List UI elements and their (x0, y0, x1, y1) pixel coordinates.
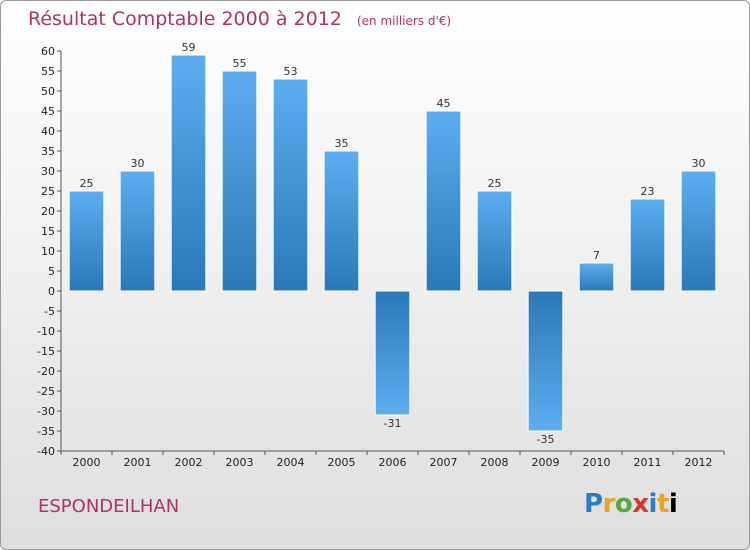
logo-letter: r (602, 489, 616, 519)
y-tick-label: 35 (41, 145, 55, 158)
logo-letter: t (656, 489, 669, 519)
bar (680, 170, 717, 292)
bar-value-label: 55 (233, 57, 247, 70)
x-tick-label: 2000 (73, 456, 101, 469)
x-tick-label: 2010 (583, 456, 611, 469)
bar (374, 290, 411, 416)
y-tick-label: 5 (48, 265, 55, 278)
x-tick-label: 2012 (685, 456, 713, 469)
logo-letter: i (648, 489, 658, 519)
x-tick-label: 2004 (277, 456, 305, 469)
y-tick-label: 20 (41, 205, 55, 218)
bar (68, 190, 105, 292)
y-tick-label: 15 (41, 225, 55, 238)
bar (476, 190, 513, 292)
logo-letter: P (584, 489, 603, 519)
x-tick-label: 2001 (124, 456, 152, 469)
y-tick-label: -30 (37, 405, 55, 418)
y-tick-label: -35 (37, 425, 55, 438)
y-tick-label: 25 (41, 185, 55, 198)
bar-value-label: 30 (131, 157, 145, 170)
y-tick-label: -5 (44, 305, 55, 318)
y-tick-label: 55 (41, 65, 55, 78)
x-tick-label: 2009 (532, 456, 560, 469)
y-tick-label: 40 (41, 125, 55, 138)
bar-value-label: 45 (437, 97, 451, 110)
bar-value-label: 23 (641, 185, 655, 198)
bar-value-label: 30 (692, 157, 706, 170)
bar-value-label: 53 (284, 65, 298, 78)
y-tick-label: -15 (37, 345, 55, 358)
y-tick-label: 45 (41, 105, 55, 118)
y-tick-label: 10 (41, 245, 55, 258)
chart-title: Résultat Comptable 2000 à 2012 (en milli… (28, 8, 451, 30)
y-tick-label: 0 (48, 285, 55, 298)
bar-value-label: 25 (80, 177, 94, 190)
y-tick-label: 60 (41, 45, 55, 58)
bars: 25 30 59 55 53 35 -31 45 25 -35 7 23 30 (68, 41, 717, 446)
axes: 605550454035302520151050-5-10-15-20-25-3… (37, 45, 725, 469)
x-tick-label: 2005 (328, 456, 356, 469)
x-tick-label: 2003 (226, 456, 254, 469)
logo-letter: o (614, 489, 633, 519)
bar (323, 150, 360, 292)
x-tick-label: 2008 (481, 456, 509, 469)
bar-value-label: 35 (335, 137, 349, 150)
logo-letter: i (668, 489, 678, 519)
bar (578, 262, 615, 292)
bar (629, 198, 666, 292)
bar (272, 78, 309, 292)
y-tick-label: -25 (37, 385, 55, 398)
bar-value-label: -35 (537, 433, 555, 446)
bar (170, 54, 207, 292)
bar (119, 170, 156, 292)
chart-title-main: Résultat Comptable 2000 à 2012 (28, 8, 342, 30)
bar (425, 110, 462, 292)
proxiti-logo[interactable]: Proxiti (584, 489, 678, 519)
y-tick-label: -20 (37, 365, 55, 378)
bar-value-label: -31 (384, 417, 402, 430)
commune-name: ESPONDEILHAN (38, 496, 180, 517)
bar (527, 290, 564, 432)
x-tick-label: 2002 (175, 456, 203, 469)
y-tick-label: -10 (37, 325, 55, 338)
bar (221, 70, 258, 292)
x-tick-label: 2006 (379, 456, 407, 469)
y-tick-label: 30 (41, 165, 55, 178)
y-tick-label: -40 (37, 445, 55, 458)
logo-letter: x (632, 489, 649, 519)
bar-value-label: 59 (182, 41, 196, 54)
chart-unit: (en milliers d'€) (356, 14, 452, 28)
x-tick-label: 2007 (430, 456, 458, 469)
y-tick-label: 50 (41, 85, 55, 98)
bar-value-label: 7 (593, 249, 600, 262)
bar-value-label: 25 (488, 177, 502, 190)
x-tick-label: 2011 (634, 456, 662, 469)
